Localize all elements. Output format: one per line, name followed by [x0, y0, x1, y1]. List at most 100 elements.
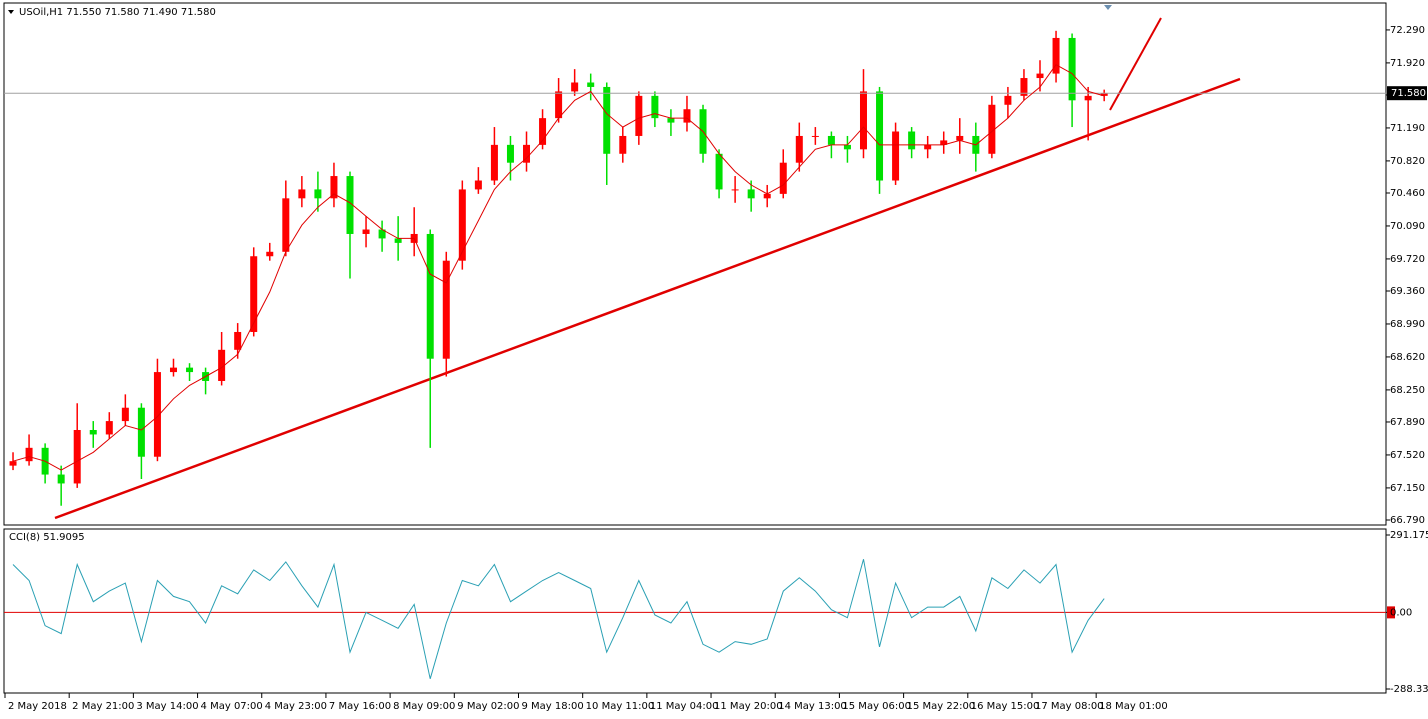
candle-body	[9, 461, 17, 466]
candle-body	[731, 189, 739, 191]
candle-body	[635, 95, 643, 136]
candle-body	[474, 180, 482, 190]
candle-body	[121, 407, 129, 422]
candle-body	[426, 233, 434, 359]
candle-body	[282, 198, 290, 252]
candle-body	[539, 118, 547, 145]
candle-body	[89, 429, 97, 435]
cci-title: CCI(8) 51.9095	[9, 532, 85, 543]
cci-pane	[3, 528, 1387, 694]
candle-body	[169, 367, 177, 373]
y-tick-label: 66.790	[1390, 515, 1425, 526]
y-tick-label: 70.820	[1390, 156, 1425, 167]
candle-body	[378, 229, 386, 239]
candle-body	[603, 86, 611, 154]
x-tick-label: 18 May 01:00	[1099, 701, 1168, 712]
y-tick-label: 67.520	[1390, 450, 1425, 461]
candle-body	[859, 91, 867, 150]
candle-body	[571, 82, 579, 92]
x-tick-label: 4 May 07:00	[201, 701, 263, 712]
candle-body	[57, 474, 65, 484]
candle-body	[394, 238, 402, 243]
menu-triangle	[8, 10, 14, 14]
x-tick-label: 11 May 20:00	[714, 701, 783, 712]
candle-body	[234, 331, 242, 350]
zero-label-box	[1387, 606, 1395, 619]
x-tick-label: 2 May 2018	[8, 701, 67, 712]
candle-body	[442, 260, 450, 359]
y-tick-label: 68.990	[1390, 319, 1425, 330]
shift-marker	[1104, 5, 1112, 10]
candle-body	[137, 407, 145, 457]
price-pane	[3, 2, 1387, 526]
y-tick-label: 68.250	[1390, 385, 1425, 396]
candle-body	[1084, 95, 1092, 101]
candle-body	[683, 109, 691, 123]
candle-body	[876, 91, 884, 181]
candle-body	[619, 135, 627, 154]
candle-body	[651, 95, 659, 119]
candle-body	[298, 189, 306, 199]
x-tick-label: 17 May 08:00	[1035, 701, 1104, 712]
candle-body	[330, 176, 338, 199]
last-price-label: 71.580	[1391, 88, 1426, 99]
candle-body	[314, 189, 322, 199]
y-tick-label: 68.620	[1390, 352, 1425, 363]
x-tick-label: 4 May 23:00	[265, 701, 327, 712]
chart-title: USOil,H1 71.550 71.580 71.490 71.580	[19, 7, 216, 18]
x-tick-label: 10 May 11:00	[586, 701, 655, 712]
x-tick-label: 11 May 04:00	[650, 701, 719, 712]
y-tick-label: 69.720	[1390, 254, 1425, 265]
x-tick-label: 9 May 02:00	[457, 701, 519, 712]
candle-body	[827, 135, 835, 145]
y-tick-label: 67.890	[1390, 417, 1425, 428]
candle-body	[843, 144, 851, 150]
candle-body	[587, 82, 595, 87]
candle-body	[715, 153, 723, 190]
y-tick-label: 0.00	[1390, 607, 1412, 618]
candle-body	[908, 131, 916, 150]
y-tick-label: 291.1755	[1390, 530, 1428, 541]
candle-body	[73, 429, 81, 484]
candle-body	[555, 91, 563, 119]
cci-line	[12, 559, 1105, 679]
x-tick-label: 7 May 16:00	[329, 701, 391, 712]
y-tick-label: 70.090	[1390, 221, 1425, 232]
candle-body	[667, 118, 675, 123]
y-tick-label: 72.290	[1390, 25, 1425, 36]
candle-body	[1020, 78, 1028, 96]
y-tick-label: 69.360	[1390, 286, 1425, 297]
candle-body	[523, 144, 531, 163]
candle-body	[362, 229, 370, 234]
candle-body	[458, 189, 466, 261]
candle-body	[988, 104, 996, 154]
x-tick-label: 16 May 15:00	[971, 701, 1040, 712]
candle-body	[218, 349, 226, 381]
candle-body	[892, 131, 900, 181]
candle-body	[186, 367, 194, 373]
candle-body	[795, 135, 803, 163]
candle-body	[25, 447, 33, 462]
candle-body	[346, 176, 354, 234]
candle-body	[1100, 93, 1108, 96]
candle-body	[956, 135, 964, 141]
last-price-box	[1387, 86, 1427, 101]
y-tick-label: 70.460	[1390, 188, 1425, 199]
candle-body	[1052, 37, 1060, 74]
candle-body	[250, 256, 258, 332]
candle-body	[1004, 95, 1012, 105]
x-tick-label: 14 May 13:00	[778, 701, 847, 712]
y-tick-label: -288.3394	[1390, 684, 1428, 695]
candle-body	[1068, 37, 1076, 101]
trend-line	[54, 77, 1241, 520]
candle-body	[153, 372, 161, 457]
candle-body	[266, 251, 274, 257]
x-tick-label: 8 May 09:00	[393, 701, 455, 712]
candle-body	[940, 140, 948, 145]
moving-average	[12, 64, 1105, 471]
y-tick-label: 71.190	[1390, 123, 1425, 134]
x-tick-label: 15 May 22:00	[907, 701, 976, 712]
candle-body	[924, 144, 932, 150]
candle-body	[1036, 73, 1044, 79]
